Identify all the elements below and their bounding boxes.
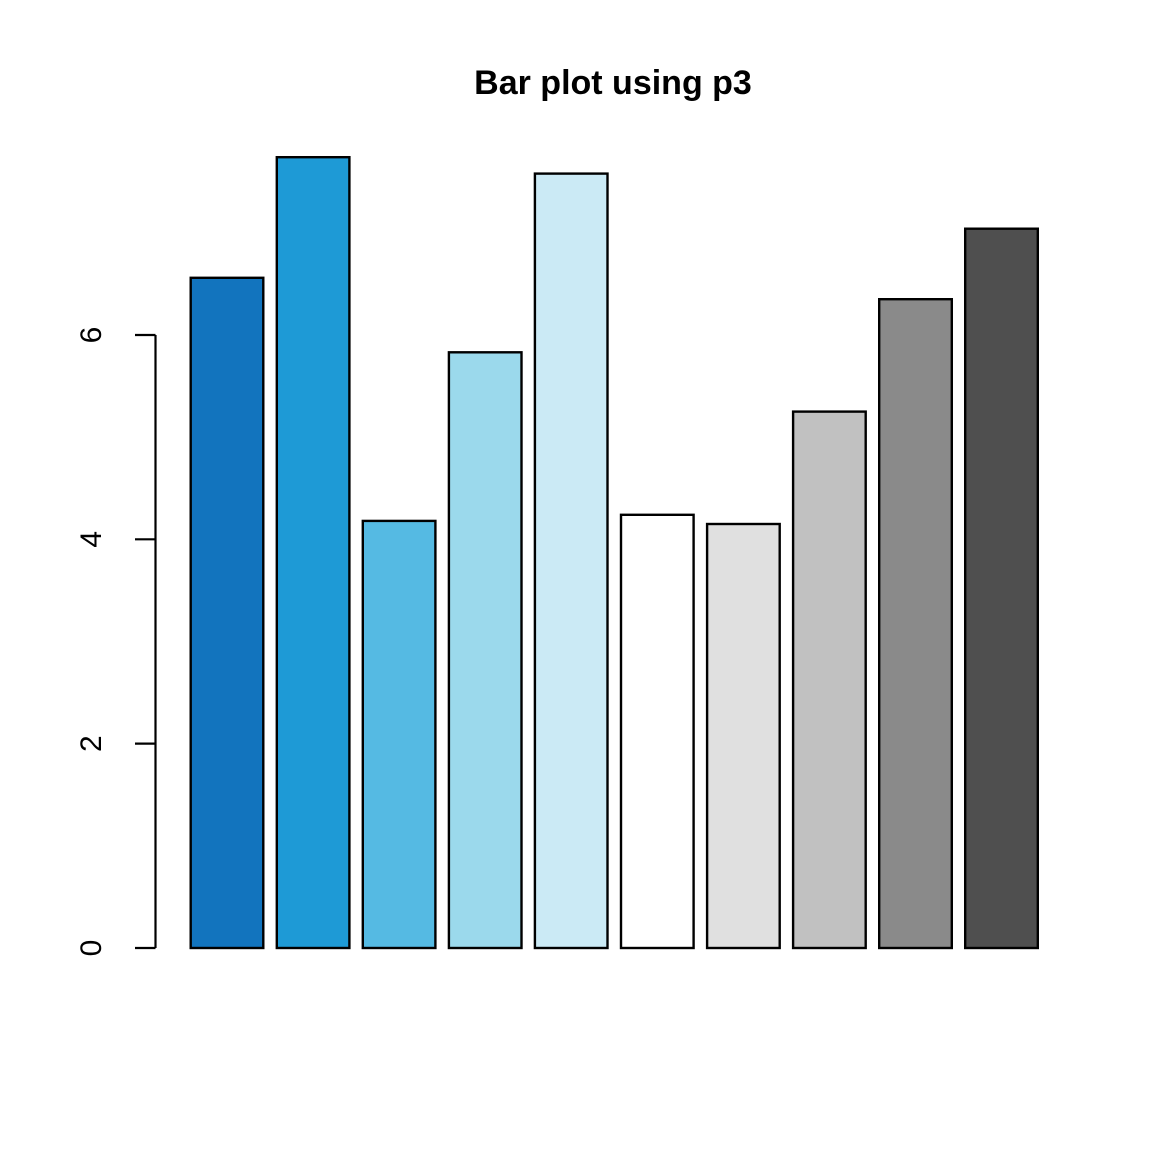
y-axis-tick-label: 2 [75,735,108,752]
y-axis-tick-label: 6 [75,327,108,344]
y-axis-tick-label: 0 [75,940,108,957]
bar-6 [619,513,695,950]
bar-8 [791,410,867,950]
bar-5 [533,172,609,950]
bar-4 [447,351,523,950]
bar-3 [361,519,437,950]
y-axis-ticks: 0 2 4 6 [75,327,156,957]
y-axis-tick-label: 4 [75,531,108,548]
bar-10 [964,227,1040,950]
chart-title: Bar plot using p3 [474,64,752,102]
bar-1 [189,276,265,950]
bar-2 [275,155,351,950]
bar-9 [878,298,954,950]
bars-group [189,155,1040,950]
bar-7 [705,522,781,950]
